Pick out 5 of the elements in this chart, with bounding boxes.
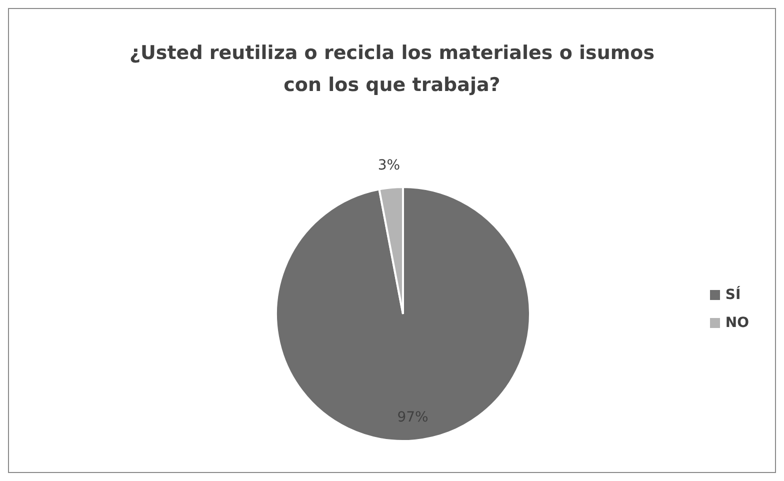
legend-label: NO [725,315,749,331]
chart-title: ¿Usted reutiliza o recicla los materiales o isumos con los que trabaja? [129,41,655,98]
pie-slice [275,186,531,442]
data-label: 3% [378,158,400,174]
legend-label: SÍ [725,287,741,303]
